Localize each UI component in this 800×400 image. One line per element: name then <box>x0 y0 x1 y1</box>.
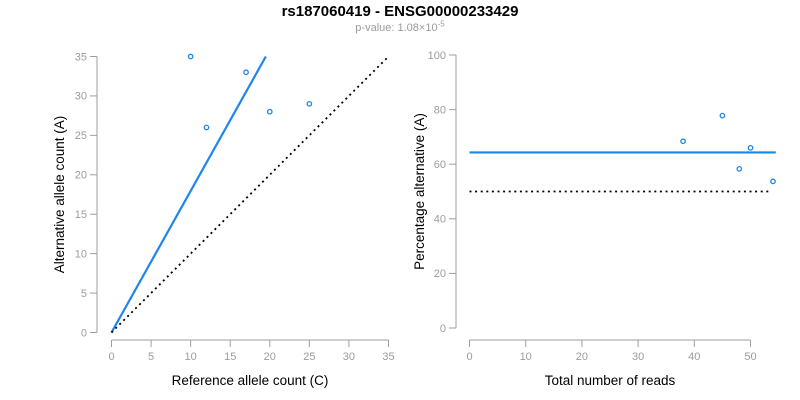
left-yaxis-title: Alternative allele count (A) <box>52 116 67 274</box>
x-tick-label: 30 <box>632 351 644 363</box>
data-point <box>770 178 776 185</box>
left-plot-marks <box>110 53 390 334</box>
data-point <box>266 108 273 115</box>
x-tick-label: 20 <box>264 351 276 363</box>
right-yaxis-title: Percentage alternative (A) <box>412 113 427 270</box>
right-scatter-plot: 0 10 20 30 40 50 0 20 40 60 80 100 Total number of … <box>412 50 776 388</box>
data-point <box>187 53 194 60</box>
data-point <box>243 69 249 76</box>
y-tick-label: 60 <box>434 159 446 171</box>
y-tick-label: 20 <box>434 268 446 280</box>
x-tick-label: 15 <box>224 351 236 363</box>
left-scatter-plot: 0 5 10 15 20 25 30 35 0 5 10 15 20 25 30 35 Reference a… <box>52 51 395 388</box>
figure-title: rs187060419 - ENSG00000233429 <box>281 3 519 20</box>
y-tick-label: 0 <box>81 327 87 339</box>
y-tick-label: 20 <box>75 170 87 182</box>
data-point <box>719 112 726 119</box>
data-point <box>203 124 210 131</box>
y-tick-label: 5 <box>81 288 87 300</box>
right-plot-axes: 0 10 20 30 40 50 0 20 40 60 80 100 <box>428 50 757 363</box>
y-tick-label: 30 <box>75 91 87 103</box>
y-tick-label: 100 <box>428 50 446 62</box>
y-tick-label: 25 <box>75 130 87 142</box>
y-tick-label: 80 <box>434 104 446 116</box>
x-tick-label: 35 <box>382 351 394 363</box>
x-tick-label: 30 <box>343 351 355 363</box>
pvalue-exponent: -5 <box>437 19 445 29</box>
x-tick-label: 0 <box>466 351 472 363</box>
y-tick-label: 0 <box>440 323 446 335</box>
x-tick-label: 40 <box>688 351 700 363</box>
y-tick-label: 10 <box>75 248 87 260</box>
y-tick-label: 40 <box>434 214 446 226</box>
data-point <box>306 100 313 107</box>
fitted-allelic-ratio-line <box>110 55 267 334</box>
x-tick-label: 25 <box>303 351 315 363</box>
y-tick-label: 35 <box>75 51 87 63</box>
data-point <box>747 144 754 151</box>
data-point <box>736 165 743 172</box>
right-plot-marks <box>469 112 776 193</box>
right-xaxis-title: Total number of reads <box>545 373 676 388</box>
y-tick-label: 15 <box>75 209 87 221</box>
pvalue-text: p-value: 1.08×10 <box>355 22 438 34</box>
x-tick-label: 5 <box>148 351 154 363</box>
figure-subtitle: p-value: 1.08×10-5 <box>0 19 800 34</box>
x-tick-label: 50 <box>744 351 756 363</box>
x-tick-label: 20 <box>576 351 588 363</box>
identity-line <box>110 55 390 334</box>
x-tick-label: 0 <box>108 351 114 363</box>
x-tick-label: 10 <box>185 351 197 363</box>
left-plot-axes: 0 5 10 15 20 25 30 35 0 5 10 15 20 25 30 35 <box>75 51 395 363</box>
x-tick-label: 10 <box>520 351 532 363</box>
left-xaxis-title: Reference allele count (C) <box>172 373 329 388</box>
data-point <box>680 138 686 145</box>
